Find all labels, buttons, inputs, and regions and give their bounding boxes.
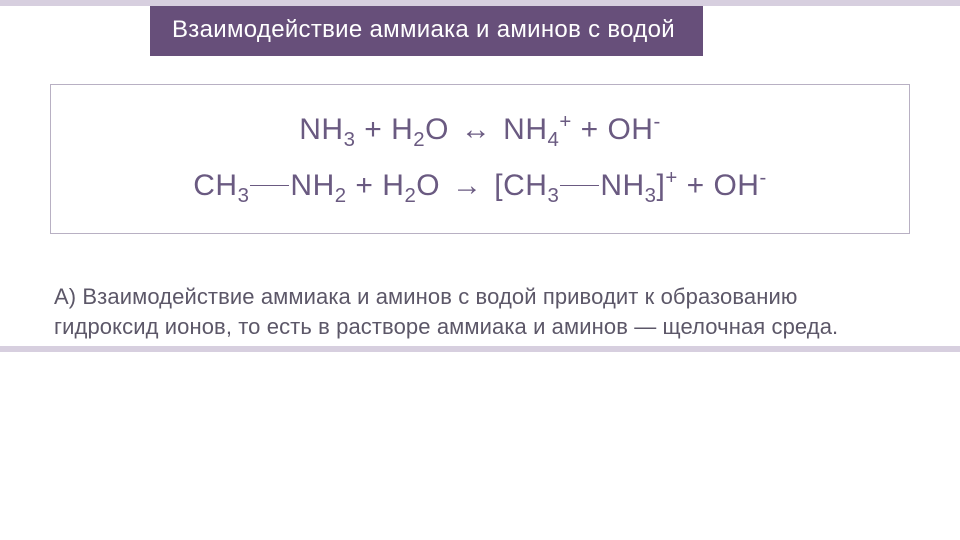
- eq1-plus-oh: + OH: [572, 113, 654, 146]
- equation-1: NH3 + H2O ↔ NH4+ + OH-: [75, 113, 885, 147]
- eq2-h2-sub: 2: [404, 185, 416, 207]
- explanation-text: А) Взаимодействие аммиака и аминов с вод…: [54, 282, 906, 343]
- eq2-ch3: CH: [193, 169, 237, 202]
- eq2-rch3-sub: 3: [547, 185, 559, 207]
- title-row: Взаимодействие аммиака и аминов с водой: [0, 6, 960, 56]
- eq2-plus-oh: + OH: [678, 169, 760, 202]
- eq2-rnh3-sub: 3: [645, 185, 657, 207]
- content-area: NH3 + H2O ↔ NH4+ + OH- CH3NH2 + H2O → [C…: [0, 56, 960, 540]
- eq1-plus-h: + H: [355, 113, 413, 146]
- eq2-oh-sup: -: [759, 167, 766, 189]
- eq1-h2-sub: 2: [413, 129, 425, 151]
- eq1-nh4-sub: 4: [547, 129, 559, 151]
- eq1-oh-sup: -: [653, 111, 660, 133]
- eq2-plus-h: + H: [347, 169, 405, 202]
- eq1-nh4-sup: +: [559, 111, 571, 133]
- bond-icon: [250, 185, 289, 186]
- eq1-nh: NH: [299, 113, 343, 146]
- slide-title: Взаимодействие аммиака и аминов с водой: [150, 6, 703, 56]
- explanation-block: А) Взаимодействие аммиака и аминов с вод…: [50, 282, 910, 343]
- eq2-o: O: [416, 169, 449, 202]
- eq2-nh2-sub: 2: [335, 185, 347, 207]
- eq1-nh-sub: 3: [344, 129, 356, 151]
- eq2-bracket-open: [CH: [485, 169, 547, 202]
- equations-box: NH3 + H2O ↔ NH4+ + OH- CH3NH2 + H2O → [C…: [50, 84, 910, 234]
- eq1-arrow: ↔: [458, 113, 495, 146]
- eq2-ch3-sub: 3: [238, 185, 250, 207]
- mid-stripe: [0, 346, 960, 352]
- equation-2: CH3NH2 + H2O → [CH3NH3]+ + OH-: [75, 169, 885, 203]
- eq2-rnh3: NH: [600, 169, 644, 202]
- eq2-arrow: →: [449, 169, 486, 202]
- eq1-nh4: NH: [494, 113, 547, 146]
- eq1-o: O: [425, 113, 458, 146]
- eq2-nh2: NH: [290, 169, 334, 202]
- eq2-cation-sup: +: [665, 167, 677, 189]
- bond-icon: [560, 185, 599, 186]
